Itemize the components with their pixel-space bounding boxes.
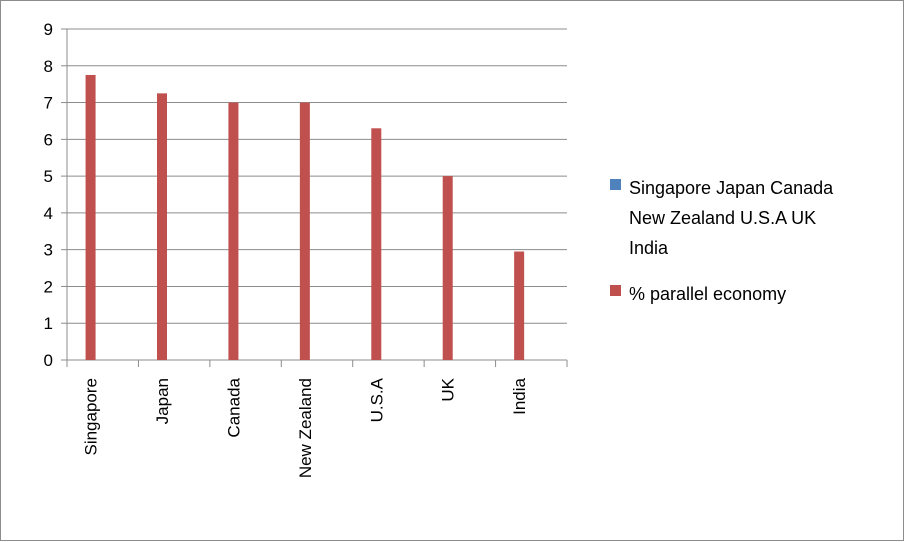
y-tick-label: 6 xyxy=(44,130,53,149)
axes xyxy=(61,28,568,367)
x-tick-label: Singapore xyxy=(82,378,101,456)
legend-label: New Zealand U.S.A UK xyxy=(629,208,816,228)
bar-japan xyxy=(157,93,167,360)
y-tick-label: 1 xyxy=(44,314,53,333)
bar-new-zealand xyxy=(299,102,310,361)
legend-swatch xyxy=(610,285,621,296)
y-tick-label: 3 xyxy=(44,241,53,260)
bar-uk xyxy=(442,176,453,360)
x-tick-labels: Singapore Japan Canada New Zealand U.S.A UK In… xyxy=(82,377,530,478)
x-tick-label: U.S.A xyxy=(367,377,386,422)
x-tick-label: New Zealand xyxy=(296,378,315,478)
y-tick-labels: 0 1 2 3 4 5 6 7 8 9 xyxy=(44,20,53,370)
y-tick-label: 5 xyxy=(44,167,53,186)
legend: Singapore Japan Canada New Zealand U.S.A … xyxy=(610,178,834,304)
legend-label: Singapore Japan Canada xyxy=(629,178,834,198)
y-tick-label: 7 xyxy=(44,94,53,113)
bar-canada xyxy=(228,102,239,361)
legend-label: % parallel economy xyxy=(629,284,786,304)
y-tick-label: 0 xyxy=(44,351,53,370)
y-tick-label: 2 xyxy=(44,277,53,296)
bar-singapore xyxy=(85,74,96,360)
y-tick-label: 9 xyxy=(44,20,53,39)
gridlines xyxy=(67,28,567,324)
legend-label: India xyxy=(629,238,669,258)
x-tick-label: India xyxy=(510,377,529,414)
legend-swatch xyxy=(610,179,621,190)
bar-india xyxy=(514,251,525,360)
x-tick-label: Japan xyxy=(153,378,172,424)
x-tick-label: UK xyxy=(439,377,458,401)
bar-u-s-a xyxy=(371,128,382,360)
y-tick-label: 8 xyxy=(44,57,53,76)
x-tick-label: Canada xyxy=(224,377,243,437)
bars xyxy=(85,74,525,361)
y-tick-label: 4 xyxy=(44,204,53,223)
